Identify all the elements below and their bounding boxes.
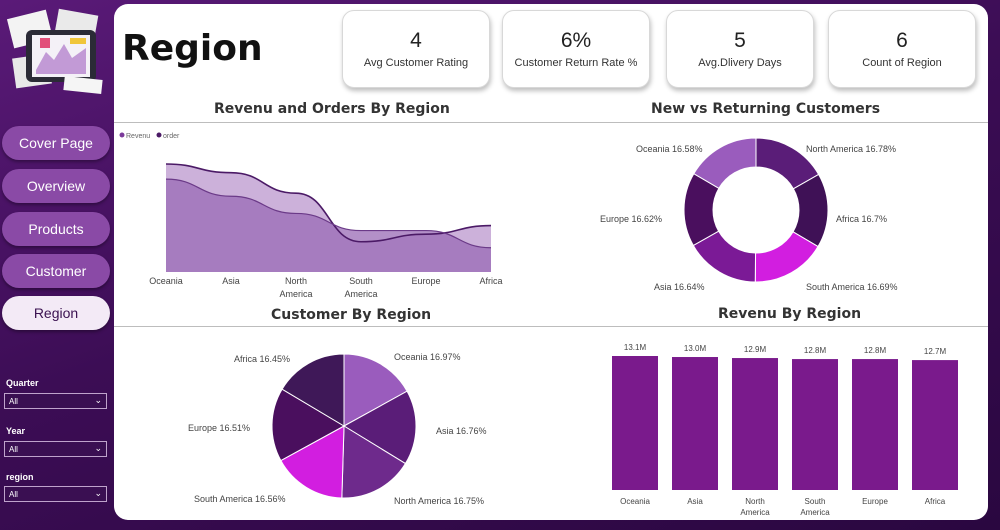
new-vs-returning-chart-title: New vs Returning Customers bbox=[651, 101, 881, 117]
sidebar: Cover Page Overview Products Customer Re… bbox=[0, 0, 112, 530]
slice-label: Asia 16.64% bbox=[654, 282, 705, 292]
bar bbox=[912, 360, 958, 490]
region-filter-select[interactable]: All ⌄ bbox=[4, 486, 107, 502]
slice-label: South America 16.56% bbox=[194, 494, 286, 504]
slice-label: North America 16.75% bbox=[394, 496, 484, 506]
revenu-line bbox=[165, 178, 492, 249]
x-tick-label: Africa bbox=[479, 276, 502, 286]
region-filter-label: region bbox=[6, 472, 34, 482]
quarter-filter-label: Quarter bbox=[6, 378, 39, 388]
bar bbox=[792, 359, 838, 490]
kpi-value: 6% bbox=[560, 29, 592, 52]
legend-label-revenu: Revenu bbox=[126, 133, 150, 140]
pie-slice bbox=[341, 425, 407, 499]
kpi-card-avg-customer-rating: 4 Avg Customer Rating bbox=[342, 10, 490, 88]
bar-data-label: 13.1M bbox=[624, 343, 647, 352]
revenue-orders-area-chart: Revenu order Oceania Asia North America South A… bbox=[119, 132, 503, 299]
dashboard-logo-icon bbox=[6, 8, 103, 94]
year-filter-select[interactable]: All ⌄ bbox=[4, 441, 107, 457]
chevron-down-icon: ⌄ bbox=[94, 488, 102, 498]
bar bbox=[852, 359, 898, 490]
bar-data-label: 12.9M bbox=[744, 345, 767, 354]
kpi-label: Avg.Dlivery Days bbox=[698, 57, 782, 69]
slice-label: Europe 16.51% bbox=[188, 423, 250, 433]
revenue-by-region-bar-chart: 13.1M Oceania 13.0M Asia 12.9M North America 12… bbox=[612, 343, 958, 517]
pie-slice bbox=[281, 353, 345, 427]
revenue-orders-chart-title: Revenu and Orders By Region bbox=[214, 101, 450, 117]
divider bbox=[114, 326, 576, 327]
x-tick-label: Asia bbox=[222, 276, 240, 286]
slice-label: South America 16.69% bbox=[806, 282, 898, 292]
kpi-card-count-of-region: 6 Count of Region bbox=[828, 10, 976, 88]
legend-marker-order bbox=[156, 132, 162, 138]
x-tick-label: South bbox=[349, 276, 373, 286]
order-line bbox=[165, 163, 492, 243]
x-tick-label: Europe bbox=[411, 276, 440, 286]
pie-slice bbox=[271, 388, 346, 462]
legend-marker-revenu bbox=[119, 132, 125, 138]
quarter-filter-select[interactable]: All ⌄ bbox=[4, 393, 107, 409]
nav-region-button[interactable]: Region bbox=[2, 296, 110, 330]
divider bbox=[114, 122, 988, 123]
quarter-filter-value: All bbox=[9, 396, 18, 406]
pie-slice bbox=[343, 353, 408, 427]
x-tick-label: America bbox=[344, 289, 377, 299]
x-tick-label: America bbox=[279, 289, 312, 299]
kpi-label: Count of Region bbox=[862, 57, 942, 69]
nav-cover-page-button[interactable]: Cover Page bbox=[2, 126, 110, 160]
bar bbox=[672, 357, 718, 490]
chevron-down-icon: ⌄ bbox=[94, 443, 102, 453]
pie-slice bbox=[343, 390, 417, 465]
x-tick-label: Europe bbox=[862, 497, 888, 506]
slice-label: Asia 16.76% bbox=[436, 426, 487, 436]
bar bbox=[612, 356, 658, 490]
year-filter-value: All bbox=[9, 444, 18, 454]
x-tick-label: North bbox=[285, 276, 307, 286]
year-filter-label: Year bbox=[6, 426, 26, 436]
x-tick-label: America bbox=[800, 508, 830, 517]
revenu-area bbox=[166, 179, 491, 272]
main-panel: Region 4 Avg Customer Rating 6% Customer… bbox=[114, 4, 988, 520]
bar-data-label: 13.0M bbox=[684, 344, 707, 353]
x-tick-label: America bbox=[740, 508, 770, 517]
bar-data-label: 12.7M bbox=[924, 347, 947, 356]
chevron-down-icon: ⌄ bbox=[94, 395, 102, 405]
slice-label: North America 16.78% bbox=[806, 144, 896, 154]
kpi-card-return-rate: 6% Customer Return Rate % bbox=[502, 10, 650, 88]
bar-data-label: 12.8M bbox=[804, 346, 827, 355]
nav-customer-button[interactable]: Customer bbox=[2, 254, 110, 288]
kpi-card-delivery-days: 5 Avg.Dlivery Days bbox=[666, 10, 814, 88]
x-tick-label: Asia bbox=[687, 497, 703, 506]
x-tick-label: Oceania bbox=[149, 276, 183, 286]
slice-label: Oceania 16.58% bbox=[636, 144, 703, 154]
bar bbox=[732, 358, 778, 490]
customer-by-region-chart-title: Customer By Region bbox=[271, 307, 432, 323]
donut-slice bbox=[693, 137, 757, 189]
kpi-label: Customer Return Rate % bbox=[514, 57, 638, 69]
new-vs-returning-donut-chart: North America 16.78% Africa 16.7% South Am… bbox=[600, 137, 898, 292]
pie-slice bbox=[280, 425, 345, 499]
slice-label: Europe 16.62% bbox=[600, 214, 662, 224]
nav-overview-button[interactable]: Overview bbox=[2, 169, 110, 203]
region-filter-value: All bbox=[9, 489, 18, 499]
bar-data-label: 12.8M bbox=[864, 346, 887, 355]
x-tick-label: South bbox=[805, 497, 826, 506]
kpi-value: 5 bbox=[734, 29, 746, 52]
x-tick-label: North bbox=[745, 497, 765, 506]
revenue-by-region-chart-title: Revenu By Region bbox=[718, 306, 862, 322]
page-title: Region bbox=[122, 28, 263, 69]
kpi-value: 4 bbox=[410, 29, 422, 52]
slice-label: Oceania 16.97% bbox=[394, 352, 461, 362]
kpi-label: Avg Customer Rating bbox=[363, 57, 469, 69]
nav-products-button[interactable]: Products bbox=[2, 212, 110, 246]
x-tick-label: Oceania bbox=[620, 497, 650, 506]
legend-label-order: order bbox=[163, 133, 180, 140]
kpi-value: 6 bbox=[896, 29, 908, 52]
slice-label: Africa 16.7% bbox=[836, 214, 887, 224]
customer-by-region-pie-chart: Oceania 16.97% Asia 16.76% North America 1… bbox=[188, 352, 487, 506]
divider bbox=[576, 326, 988, 327]
x-tick-label: Africa bbox=[925, 497, 946, 506]
slice-label: Africa 16.45% bbox=[234, 354, 290, 364]
